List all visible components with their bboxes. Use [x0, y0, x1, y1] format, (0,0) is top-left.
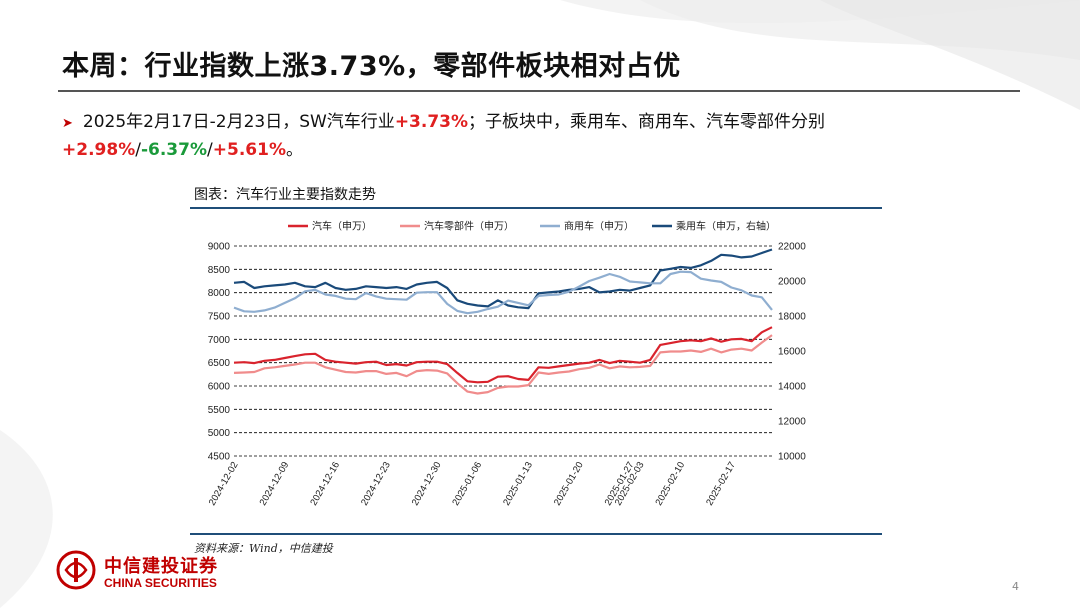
bullet-text-1: 2025年2月17日-2月23日，SW汽车行业: [82, 112, 395, 132]
bullet-end: 。: [285, 140, 303, 160]
series-line: [233, 334, 773, 395]
y-tick-right: 14000: [778, 382, 806, 393]
y-tick-left: 9000: [208, 242, 231, 253]
separator-1: /: [135, 140, 141, 160]
legend-label: 汽车零部件（申万）: [424, 220, 514, 233]
summary-bullet-values: +2.98%/-6.37%/+5.61%。: [62, 136, 303, 164]
series-line: [233, 326, 773, 384]
logo-english-name: CHINA SECURITIES: [104, 576, 217, 590]
y-tick-left: 6500: [208, 358, 231, 369]
x-tick-label: 2025-02-10: [653, 460, 687, 508]
y-tick-left: 5000: [208, 428, 231, 439]
y-tick-right: 12000: [778, 417, 806, 428]
title-divider: [58, 90, 1020, 92]
industry-change: +3.73%: [394, 112, 469, 132]
x-tick-label: 2024-12-23: [359, 460, 393, 508]
series-line: [233, 248, 773, 310]
source-note: 资料来源：Wind，中信建投: [194, 542, 333, 555]
separator-2: /: [207, 140, 213, 160]
y-tick-left: 6000: [208, 382, 231, 393]
page-number: 4: [1012, 580, 1019, 593]
x-tick-label: 2025-02-17: [704, 460, 738, 508]
x-tick-label: 2025-01-06: [450, 460, 484, 508]
legend-label: 汽车（申万）: [312, 220, 372, 233]
y-tick-left: 8500: [208, 265, 231, 276]
x-tick-label: 2024-12-30: [410, 460, 444, 508]
chart-caption: 图表：汽车行业主要指数走势: [194, 187, 376, 203]
commercial-vehicle-change: -6.37%: [140, 140, 208, 160]
y-tick-left: 7500: [208, 312, 231, 323]
logo-chinese-name: 中信建投证券: [104, 556, 218, 577]
y-tick-left: 5500: [208, 405, 231, 416]
auto-parts-change: +5.61%: [212, 140, 286, 160]
y-tick-left: 4500: [208, 452, 231, 463]
x-tick-label: 2024-12-16: [308, 460, 342, 508]
x-tick-label: 2025-01-13: [501, 460, 535, 508]
y-tick-right: 22000: [778, 242, 806, 253]
y-tick-left: 8000: [208, 288, 231, 299]
y-tick-right: 20000: [778, 277, 806, 288]
bullet-arrow-icon: ➤: [62, 116, 73, 131]
y-tick-right: 10000: [778, 452, 806, 463]
x-tick-label: 2025-01-20: [552, 460, 586, 508]
bullet-text-2: ；子板块中，乘用车、商用车、汽车零部件分别: [468, 112, 826, 132]
legend-label: 乘用车（申万，右轴）: [676, 220, 776, 233]
chart-top-rule: [190, 207, 882, 209]
index-trend-chart: 4500 5000 5500 6000 6500 7000 7500 8000 8500 9000…: [207, 220, 806, 508]
passenger-car-change: +2.98%: [62, 140, 136, 160]
y-tick-right: 18000: [778, 312, 806, 323]
y-tick-left: 7000: [208, 335, 231, 346]
x-tick-label: 2024-12-02: [207, 460, 241, 508]
chart-bottom-rule: [190, 533, 882, 535]
y-tick-right: 16000: [778, 347, 806, 358]
company-logo-icon: [56, 550, 96, 590]
slide-title: 本周：行业指数上涨3.73%，零部件板块相对占优: [62, 51, 681, 82]
series-line: [233, 270, 773, 315]
legend-label: 商用车（申万）: [564, 220, 634, 233]
summary-bullet: ➤ 2025年2月17日-2月23日，SW汽车行业+3.73%；子板块中，乘用车、…: [62, 108, 825, 138]
x-tick-label: 2024-12-09: [258, 460, 292, 508]
